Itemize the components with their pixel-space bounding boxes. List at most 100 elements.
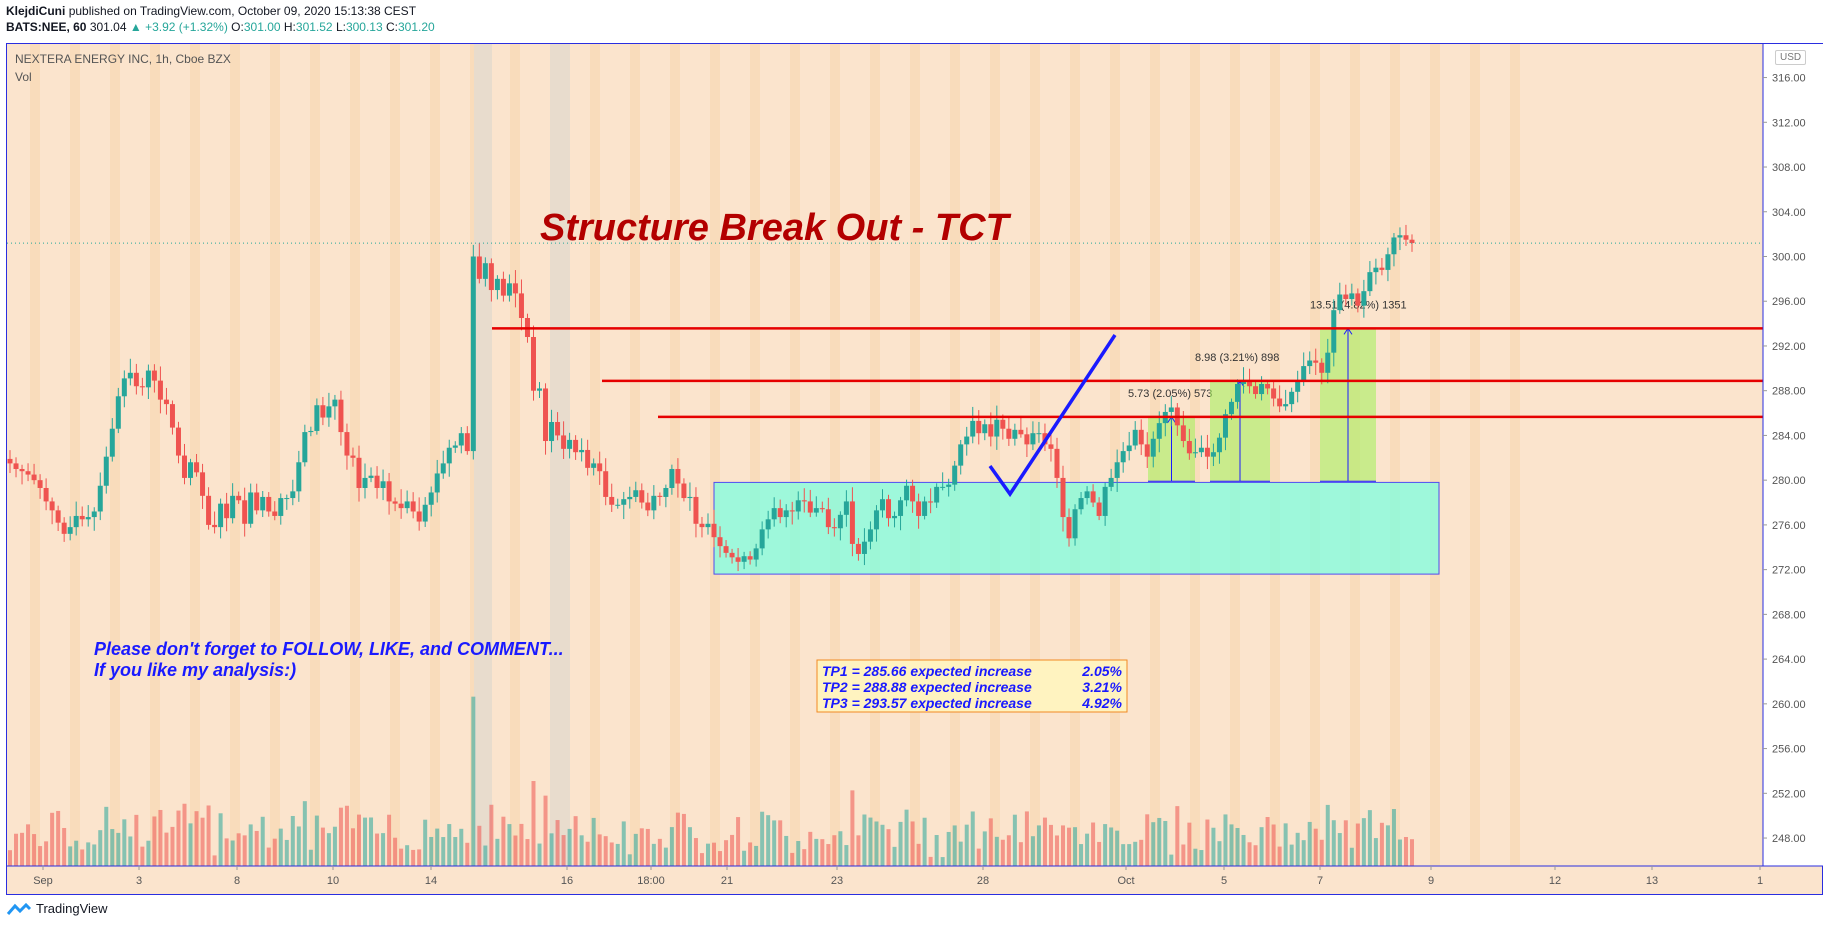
- volume-bar: [441, 837, 446, 866]
- volume-bar: [188, 823, 193, 866]
- volume-bar: [754, 845, 759, 866]
- price-tick-label: 300.00: [1772, 251, 1806, 263]
- candle-body: [1373, 267, 1379, 273]
- volume-bar: [164, 832, 169, 866]
- candle-body: [296, 462, 302, 492]
- candle-body: [61, 522, 67, 534]
- candle-body: [157, 380, 163, 400]
- candle-body: [19, 468, 25, 472]
- price-tick-label: 264.00: [1772, 654, 1806, 666]
- candle-body: [1409, 239, 1415, 244]
- candle-body: [651, 495, 657, 511]
- session-band: [990, 44, 1000, 866]
- candle-body: [1090, 491, 1096, 503]
- tradingview-footer[interactable]: TradingView: [6, 901, 108, 916]
- time-tick-label: 23: [831, 875, 843, 887]
- volume-bar: [724, 840, 729, 866]
- candle-body: [500, 278, 506, 296]
- volume-bar: [152, 816, 157, 866]
- candle-body: [1108, 477, 1114, 487]
- volume-bar: [326, 833, 331, 866]
- volume-bar: [296, 826, 301, 866]
- volume-bar: [453, 837, 458, 866]
- volume-bar: [507, 824, 512, 866]
- candle-body: [380, 481, 386, 488]
- volume-bar: [958, 841, 963, 866]
- candle-body: [1198, 447, 1204, 453]
- volume-bar: [260, 816, 265, 866]
- candle-body: [1379, 267, 1385, 270]
- author-name[interactable]: KlejdiCuni: [6, 4, 66, 18]
- candle-body: [1204, 447, 1210, 457]
- candle-body: [1265, 383, 1271, 389]
- volume-bar: [898, 821, 903, 866]
- volume-bar: [597, 834, 602, 866]
- candle-body: [446, 447, 452, 464]
- candle-body: [886, 499, 892, 519]
- candle-body: [861, 541, 867, 554]
- volume-bar: [471, 696, 476, 866]
- volume-bar: [1061, 825, 1066, 866]
- volume-bar: [1319, 839, 1324, 866]
- volume-bar: [934, 835, 939, 866]
- candle-body: [603, 471, 609, 497]
- candle-body: [1036, 433, 1042, 435]
- volume-bar: [314, 815, 319, 866]
- volume-bar: [1133, 841, 1138, 866]
- session-band: [150, 44, 160, 866]
- candle-body: [537, 388, 543, 391]
- volume-bar: [1325, 804, 1330, 866]
- volume-bar: [838, 831, 843, 866]
- volume-bar: [886, 829, 891, 866]
- candle-body: [1247, 380, 1253, 387]
- volume-bar: [44, 841, 49, 866]
- candle-body: [43, 487, 49, 502]
- candle-body: [639, 490, 645, 503]
- checkmark-icon: [988, 334, 1117, 498]
- time-tick-label: 13: [1646, 875, 1658, 887]
- volume-bar: [525, 839, 530, 866]
- candle-body: [488, 263, 494, 291]
- candle-body: [115, 396, 121, 429]
- time-tick-label: 21: [721, 875, 733, 887]
- volume-bar: [194, 811, 199, 866]
- volume-bar: [495, 838, 500, 866]
- volume-bar: [1247, 842, 1252, 866]
- candle-body: [1391, 237, 1397, 255]
- candle-body: [801, 500, 807, 502]
- chart-title: Structure Break Out - TCT: [540, 207, 1012, 249]
- volume-bar: [224, 838, 229, 866]
- candle-body: [1361, 291, 1367, 306]
- candle-body: [1367, 272, 1373, 292]
- candle-body: [97, 485, 103, 512]
- volume-bar: [290, 815, 295, 866]
- candle-body: [928, 501, 934, 503]
- volume-bar: [266, 847, 271, 866]
- currency-button[interactable]: USD: [1775, 50, 1807, 65]
- volume-bar: [1295, 832, 1300, 866]
- volume-bar: [423, 819, 428, 866]
- volume-bar: [922, 817, 927, 866]
- volume-bar: [1211, 827, 1216, 866]
- volume-bar: [230, 840, 235, 866]
- volume-bar: [1036, 825, 1041, 866]
- candle-body: [236, 495, 242, 501]
- candle-body: [224, 503, 230, 519]
- price-tick-label: 296.00: [1772, 296, 1806, 308]
- volume-bar: [1073, 827, 1078, 866]
- candle-body: [308, 430, 314, 433]
- volume-bar: [1313, 828, 1318, 866]
- candle-body: [13, 463, 19, 469]
- volume-bar: [615, 843, 620, 866]
- symbol-title: NEXTERA ENERGY INC, 1h, Cboe BZX: [15, 52, 231, 66]
- volume-bar: [1253, 845, 1258, 866]
- candle-body: [946, 484, 952, 487]
- price-tick-label: 304.00: [1772, 207, 1806, 219]
- tp-box: [816, 659, 1128, 713]
- time-tick-label: 14: [425, 875, 437, 887]
- candle-body: [1319, 362, 1325, 373]
- candle-body: [151, 370, 157, 381]
- volume-bar: [1379, 822, 1384, 866]
- candle-body: [873, 510, 879, 530]
